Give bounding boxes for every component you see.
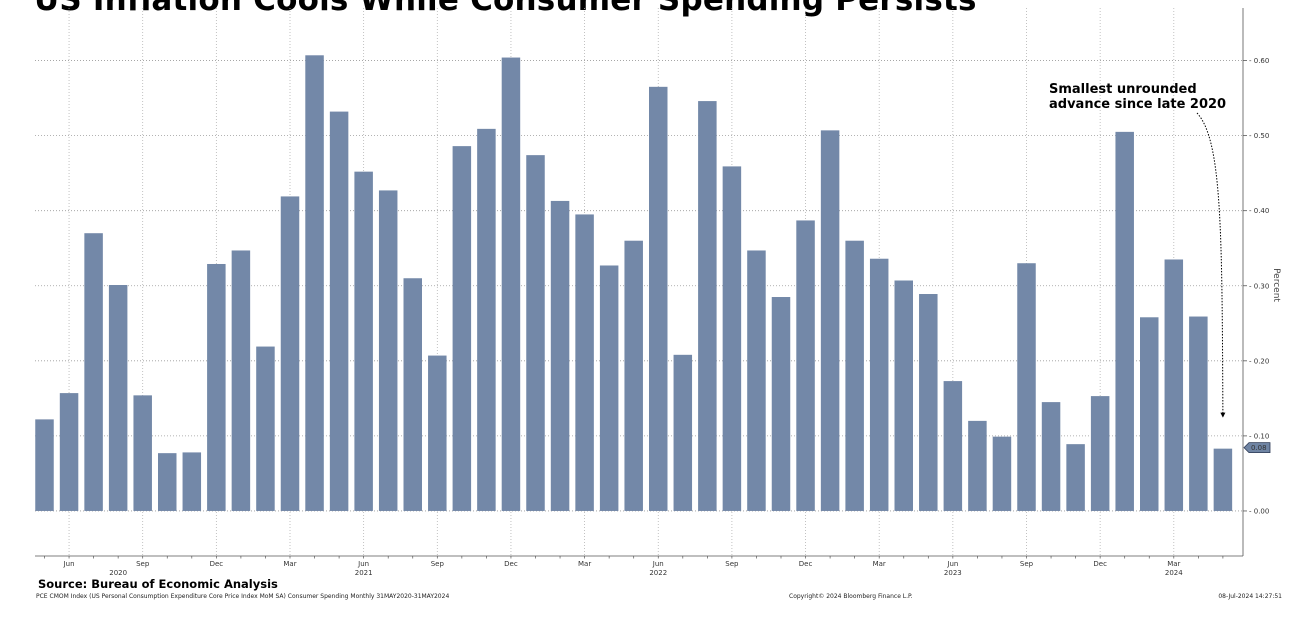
last-value-label: 0.08 — [1251, 444, 1267, 452]
bar-jan-2023 — [820, 130, 840, 511]
y-axis-labels: - 0.00 - 0.10 - 0.20 - 0.30 - 0.40 - 0.50 - 0.… — [1249, 57, 1269, 515]
bar-dec-2022 — [796, 220, 815, 511]
bar-dec-2023 — [1090, 396, 1110, 511]
timestamp: 08-Jul-2024 14:27:51 — [1218, 593, 1282, 600]
bar-nov-2022 — [771, 297, 791, 511]
x-month-label: Jun — [63, 560, 75, 568]
last-value-tag: 0.08 — [1243, 442, 1271, 454]
x-month-label: Dec — [799, 560, 813, 568]
x-month-label: Dec — [1093, 560, 1107, 568]
y-tick-label: - 0.50 — [1249, 132, 1269, 140]
bar-may-2020 — [35, 419, 54, 511]
bar-jan-2024 — [1115, 131, 1134, 511]
bar-aug-2020 — [108, 285, 128, 511]
x-month-label: Dec — [504, 560, 518, 568]
bar-mar-2022 — [575, 214, 594, 511]
bar-mar-2023 — [869, 258, 889, 511]
pce-bar-chart: Jun Sep Dec Mar Jun Sep Dec Mar Jun Sep Dec Mar Jun S… — [35, 8, 1281, 575]
annotation: Smallest unrounded advance since late 20… — [1049, 82, 1226, 418]
annotation-line-2: advance since late 2020 — [1049, 97, 1226, 112]
bar-may-2023 — [919, 294, 938, 511]
annotation-arrow — [1196, 112, 1226, 418]
bar-sep-2021 — [428, 355, 447, 511]
bar-jan-2022 — [526, 155, 545, 511]
bar-feb-2024 — [1140, 317, 1159, 511]
bar-dec-2021 — [501, 57, 521, 511]
copyright-notice: Copyright© 2024 Bloomberg Finance L.P. — [789, 593, 913, 600]
bar-may-2022 — [624, 240, 643, 511]
bar-jun-2021 — [354, 171, 373, 511]
bar-oct-2020 — [158, 453, 177, 511]
bar-feb-2021 — [256, 346, 275, 511]
y-tick-label: - 0.40 — [1249, 207, 1269, 215]
x-month-label: Sep — [431, 560, 445, 568]
bar-dec-2020 — [207, 263, 226, 511]
bar-apr-2021 — [305, 55, 324, 511]
bar-feb-2022 — [550, 200, 570, 511]
x-year-label: 2023 — [944, 569, 962, 575]
bar-apr-2022 — [599, 265, 619, 511]
bar-sep-2023 — [1017, 263, 1036, 511]
bar-jan-2021 — [231, 250, 251, 511]
x-axis-labels: Jun Sep Dec Mar Jun Sep Dec Mar Jun Sep Dec Mar Jun S… — [63, 560, 1184, 575]
y-tick-label: - 0.20 — [1249, 357, 1269, 365]
bar-nov-2020 — [182, 452, 202, 511]
x-year-label: 2022 — [649, 569, 667, 575]
x-month-label: Jun — [357, 560, 369, 568]
x-month-label: Sep — [725, 560, 739, 568]
x-month-label: Sep — [136, 560, 150, 568]
x-month-label: Mar — [1167, 560, 1180, 568]
chart-title: US Inflation Cools While Consumer Spendi… — [34, 0, 977, 18]
bar-jul-2023 — [968, 420, 987, 511]
bar-may-2021 — [329, 111, 349, 511]
last-value-tag-shape — [1243, 442, 1271, 454]
bar-nov-2023 — [1066, 444, 1085, 511]
x-month-label: Mar — [283, 560, 296, 568]
x-year-label: 2024 — [1165, 569, 1183, 575]
x-month-label: Jun — [946, 560, 958, 568]
bar-sep-2022 — [722, 166, 742, 511]
annotation-line-1: Smallest unrounded — [1049, 82, 1197, 97]
bar-series — [35, 55, 1233, 511]
bar-aug-2021 — [403, 278, 422, 511]
y-tick-label: - 0.10 — [1249, 432, 1269, 440]
bar-aug-2022 — [698, 101, 717, 511]
bar-oct-2022 — [747, 250, 766, 511]
bar-feb-2023 — [845, 240, 864, 511]
bar-oct-2023 — [1041, 402, 1061, 511]
y-tick-label: - 0.00 — [1249, 507, 1269, 515]
bar-aug-2023 — [992, 436, 1012, 511]
bar-apr-2024 — [1189, 316, 1208, 511]
bar-nov-2021 — [477, 128, 496, 511]
axes — [35, 8, 1247, 559]
bar-jun-2022 — [649, 86, 668, 511]
y-tick-label: - 0.60 — [1249, 57, 1269, 65]
bar-mar-2021 — [280, 196, 300, 511]
bar-oct-2021 — [452, 146, 472, 511]
bar-sep-2020 — [133, 395, 152, 511]
series-footnote: PCE CMOM Index (US Personal Consumption … — [36, 593, 450, 600]
bar-mar-2024 — [1164, 259, 1184, 511]
bar-jul-2020 — [84, 233, 103, 511]
x-month-label: Dec — [210, 560, 224, 568]
x-year-label: 2021 — [355, 569, 373, 575]
bar-jul-2021 — [378, 190, 398, 511]
bar-may-2024 — [1213, 448, 1233, 511]
y-tick-label: - 0.30 — [1249, 282, 1269, 290]
bar-apr-2023 — [894, 280, 913, 511]
x-month-label: Mar — [578, 560, 591, 568]
bar-jun-2020 — [59, 393, 79, 511]
x-month-label: Jun — [652, 560, 664, 568]
bar-jun-2023 — [943, 381, 963, 511]
x-month-label: Mar — [873, 560, 886, 568]
bar-jul-2022 — [673, 354, 693, 511]
x-month-label: Sep — [1020, 560, 1034, 568]
x-year-label: 2020 — [109, 569, 127, 575]
y-axis-title: Percent — [1271, 268, 1281, 302]
source-label: Source: Bureau of Economic Analysis — [38, 577, 278, 591]
